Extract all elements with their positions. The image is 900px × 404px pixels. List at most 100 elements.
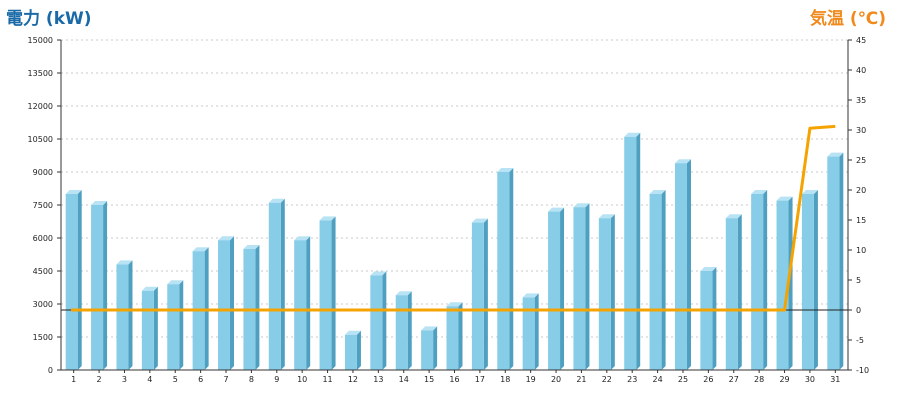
x-tick-label: 22 [602,375,612,384]
right-tick-label: 10 [856,246,866,255]
bar [573,207,586,370]
bar-side [483,218,488,370]
bar-top [218,236,235,241]
bar-top [395,291,412,296]
bar-top [243,245,260,249]
bar-side [331,216,336,370]
bar-top [598,214,615,219]
bar-top [446,302,463,307]
bar-side [458,302,463,370]
left-tick-label: 1500 [33,333,53,342]
bar-top [370,271,387,276]
bar [344,334,357,370]
left-tick-label: 6000 [33,234,53,243]
bar [649,194,662,370]
x-tick-label: 27 [729,375,739,384]
x-tick-label: 16 [449,375,459,384]
bar-side [839,152,844,370]
x-tick-label: 14 [399,375,409,384]
bar-top [192,247,209,252]
x-tick-label: 7 [223,375,228,384]
bar-top [725,214,742,219]
bar-side [534,293,539,370]
x-tick-label: 3 [122,375,127,384]
bar [801,194,814,370]
bar-side [382,271,387,370]
bar-side [179,280,184,370]
x-tick-label: 1 [71,375,76,384]
bar-top [573,203,590,208]
bar-side [763,190,768,370]
right-tick-label: 15 [856,216,866,225]
bar-top [649,190,666,194]
bar [598,218,611,370]
bar-top [700,267,717,271]
x-tick-label: 20 [551,375,561,384]
bar [319,220,332,370]
x-tick-label: 12 [348,375,358,384]
x-tick-label: 11 [322,375,332,384]
bar [751,194,764,370]
bar-top [91,201,108,205]
bar [421,330,434,370]
bar-side [153,286,158,370]
x-tick-label: 17 [475,375,485,384]
bar-top [421,326,438,331]
x-tick-label: 9 [274,375,279,384]
bar-top [548,207,565,212]
x-tick-label: 26 [703,375,713,384]
x-tick-label: 10 [297,375,307,384]
x-tick-label: 19 [526,375,536,384]
x-tick-label: 29 [779,375,789,384]
bar-side [610,214,615,370]
bar-side [636,132,641,370]
bar-top [522,293,539,298]
right-tick-label: 25 [856,156,866,165]
temperature-line [71,124,836,312]
right-tick-label: -5 [856,336,864,345]
left-tick-label: 13500 [28,69,53,78]
left-tick-label: 10500 [28,135,53,144]
right-tick-label: 20 [856,186,866,195]
bar [522,297,535,370]
bar-top [497,168,514,172]
bar-side [585,203,590,370]
x-tick-label: 13 [373,375,383,384]
left-tick-label: 7500 [33,201,53,210]
bar [167,284,180,370]
x-tick-label: 30 [805,375,815,384]
bar-top [674,159,691,164]
bar-side [661,190,666,370]
x-tick-label: 2 [97,375,102,384]
bar [395,295,408,370]
bar-top [167,280,184,285]
x-tick-label: 31 [830,375,840,384]
bar-side [128,260,133,370]
x-tick-label: 4 [147,375,152,384]
x-tick-label: 8 [249,375,254,384]
bar-top [827,152,844,157]
bar-top [751,190,768,194]
bar [370,275,383,370]
bar [218,240,231,370]
bar-side [813,190,818,370]
right-axis-title: 気温 (℃) [809,9,886,29]
bar-side [509,168,514,370]
bar [548,211,561,370]
bar [497,172,510,370]
x-tick-label: 18 [500,375,510,384]
bar-top [268,198,285,203]
left-tick-label: 15000 [28,36,53,45]
x-tick-label: 5 [173,375,178,384]
right-tick-label: -10 [856,366,869,375]
bar-top [319,216,336,221]
x-tick-label: 28 [754,375,764,384]
bar [700,271,713,370]
bar-side [686,159,691,370]
bar-side [737,214,742,370]
bar [294,240,307,370]
bar-side [560,207,565,370]
left-tick-label: 0 [48,366,53,375]
bar-side [306,236,311,370]
